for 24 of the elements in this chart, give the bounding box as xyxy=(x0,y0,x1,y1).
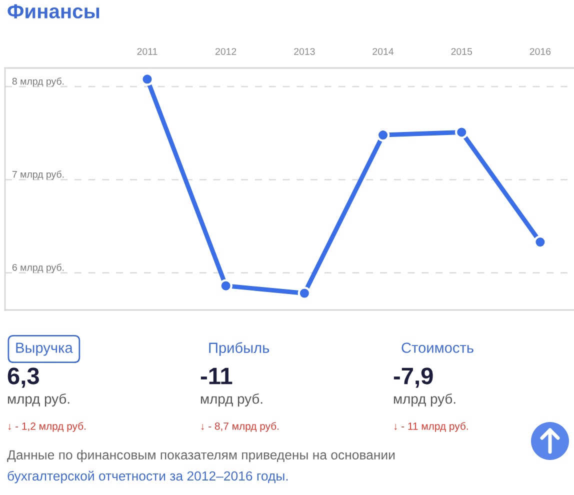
y-tick-label: 7 млрд руб. xyxy=(12,170,64,180)
x-tick-label: 2012 xyxy=(216,48,236,55)
text: ↓ - 11 млрд руб. xyxy=(394,422,468,432)
text: млрд руб. xyxy=(8,393,70,407)
text: бухгалтерской отчетности за 2012–2016 годы. xyxy=(8,470,288,484)
x-tick-label: 2013 xyxy=(294,48,315,55)
x-tick-label: 2011 xyxy=(137,48,158,55)
text: ↓ - 1,2 млрд руб. xyxy=(8,422,86,432)
chart-title: Финансы xyxy=(8,4,100,18)
x-tick-label: 2014 xyxy=(372,48,394,55)
text: Выручка xyxy=(16,342,73,356)
text: ↓ - 8,7 млрд руб. xyxy=(201,422,279,432)
text: млрд руб. xyxy=(394,393,456,407)
y-tick-label: 6 млрд руб. xyxy=(12,264,64,273)
x-tick-label: 2015 xyxy=(451,48,472,55)
x-tick-label: 2016 xyxy=(530,48,551,55)
text: Стоимость xyxy=(402,342,474,353)
text: Данные по финансовым показателям приведены на основании xyxy=(7,450,395,462)
text: 6,3 xyxy=(8,368,39,388)
text: Прибыль xyxy=(209,342,270,356)
text: -7,9 xyxy=(394,368,433,388)
y-tick-label: 8 млрд руб. xyxy=(12,77,64,87)
text: млрд руб. xyxy=(200,393,262,407)
text: -11 xyxy=(200,368,232,384)
